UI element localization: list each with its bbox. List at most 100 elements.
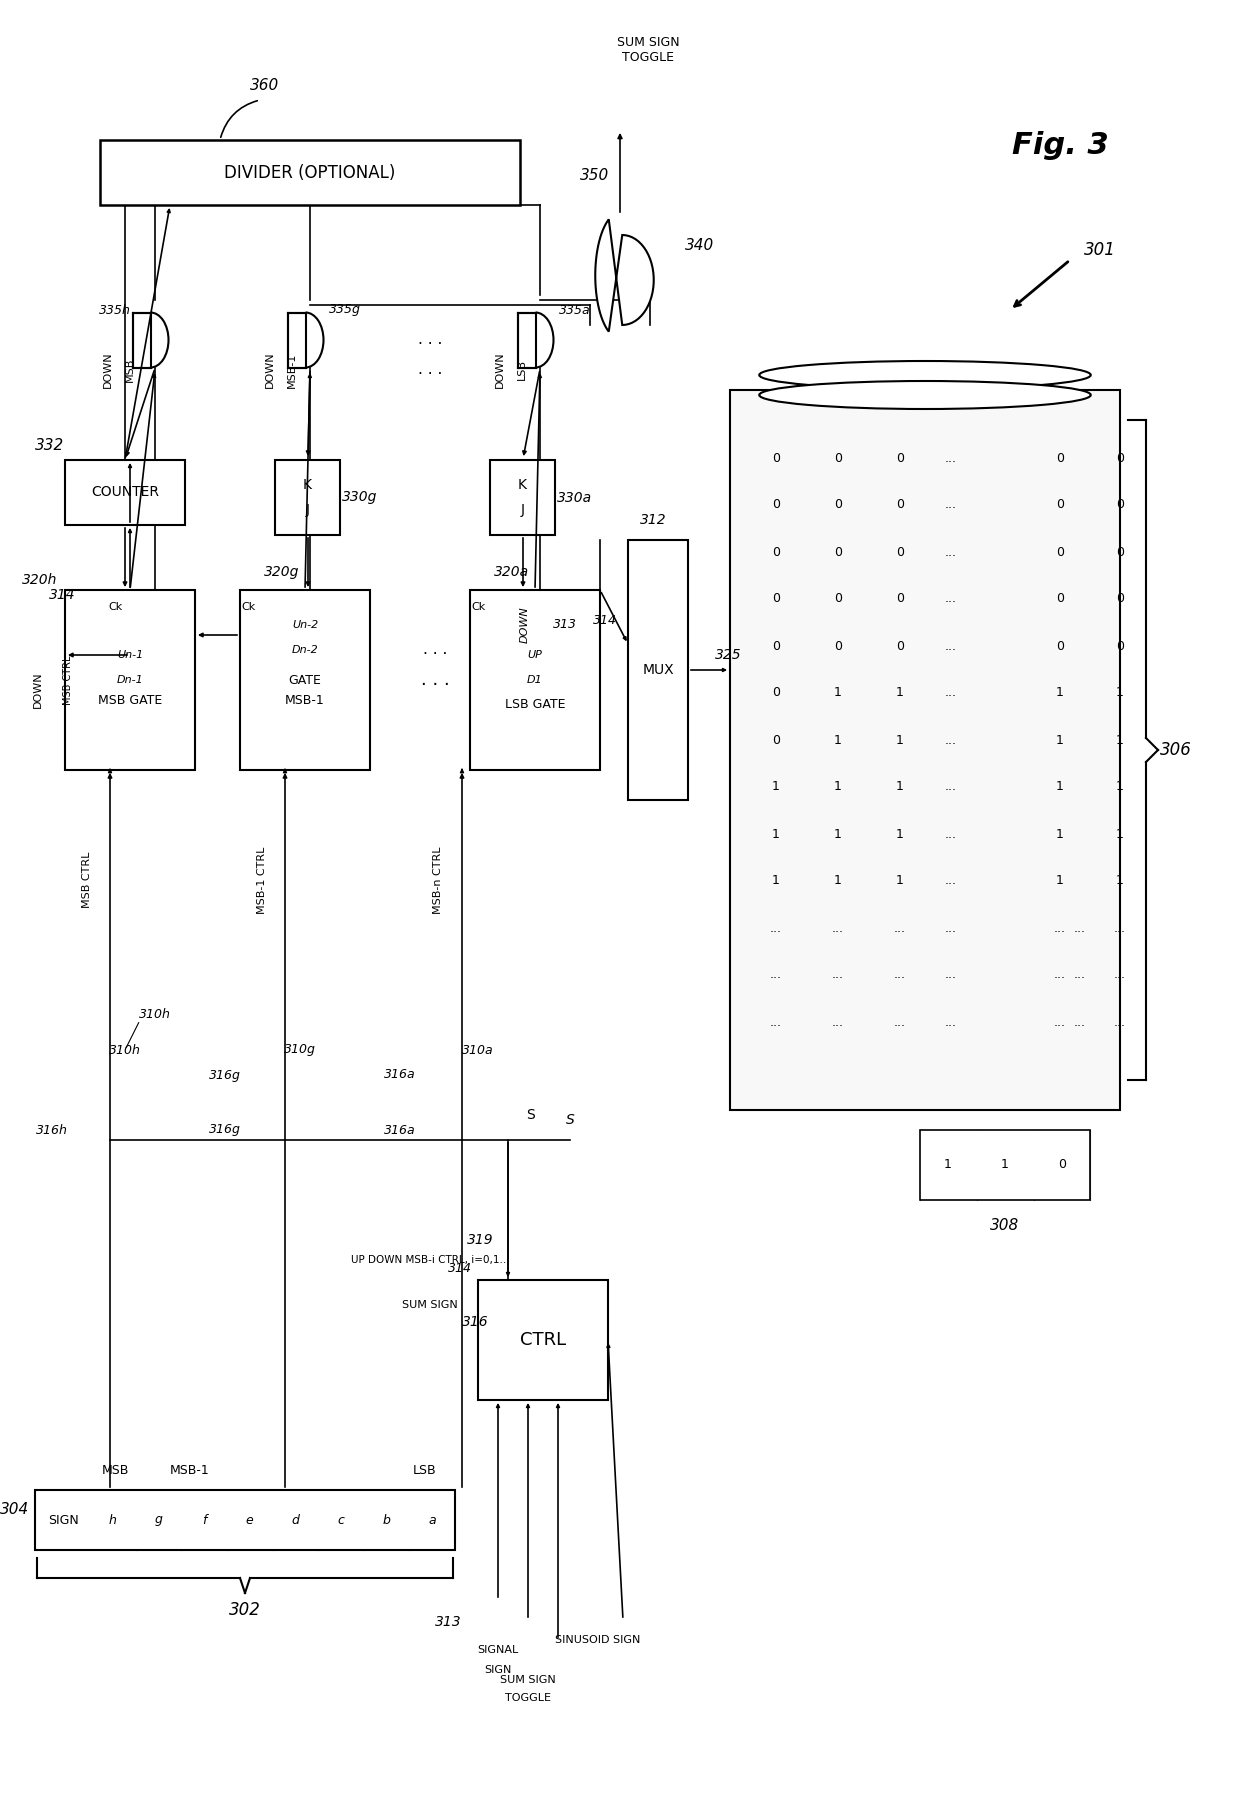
Text: Fig. 3: Fig. 3 — [1012, 130, 1109, 159]
Text: DOWN: DOWN — [33, 671, 43, 708]
Text: 0: 0 — [1058, 1159, 1066, 1171]
Text: MSB-n CTRL: MSB-n CTRL — [433, 847, 443, 913]
Text: SIGN: SIGN — [47, 1514, 78, 1527]
Text: a: a — [428, 1514, 436, 1527]
Text: 350: 350 — [580, 168, 610, 182]
Text: LSB GATE: LSB GATE — [505, 699, 565, 711]
Text: TOGGLE: TOGGLE — [505, 1693, 551, 1702]
Text: 1: 1 — [773, 874, 780, 888]
Text: h: h — [109, 1514, 117, 1527]
Text: ...: ... — [1074, 969, 1086, 982]
Text: 310h: 310h — [139, 1009, 171, 1022]
Text: 314: 314 — [593, 614, 618, 626]
Text: 1: 1 — [835, 874, 842, 888]
Bar — [730, 390, 1120, 1110]
Text: 310h: 310h — [109, 1043, 141, 1056]
Text: 0: 0 — [773, 498, 780, 511]
Text: ...: ... — [1114, 969, 1126, 982]
Text: b: b — [383, 1514, 391, 1527]
Bar — [517, 312, 536, 368]
Text: SIGNAL: SIGNAL — [477, 1644, 518, 1655]
Text: 306: 306 — [1161, 742, 1192, 758]
Text: 0: 0 — [897, 592, 904, 605]
Text: 332: 332 — [36, 437, 64, 453]
Text: . . .: . . . — [420, 671, 449, 690]
Text: 1: 1 — [773, 827, 780, 841]
Text: 335g: 335g — [329, 303, 361, 316]
Text: 0: 0 — [835, 498, 842, 511]
Text: 1: 1 — [1116, 733, 1123, 747]
Text: 316a: 316a — [384, 1123, 415, 1137]
Text: ...: ... — [1114, 922, 1126, 935]
Text: SINUSOID SIGN: SINUSOID SIGN — [556, 1635, 641, 1644]
Polygon shape — [595, 220, 653, 332]
Text: 302: 302 — [229, 1601, 260, 1619]
Text: Ck: Ck — [108, 603, 122, 612]
Text: DOWN: DOWN — [103, 352, 113, 388]
Text: 335a: 335a — [559, 303, 590, 316]
Text: 1: 1 — [897, 686, 904, 700]
Text: . . .: . . . — [418, 363, 443, 377]
Text: MSB: MSB — [102, 1464, 129, 1476]
Text: MSB-1: MSB-1 — [286, 352, 298, 388]
Text: 0: 0 — [1056, 592, 1064, 605]
Text: Dn-2: Dn-2 — [291, 644, 319, 655]
Text: 1: 1 — [773, 780, 780, 794]
Text: MSB-1: MSB-1 — [285, 693, 325, 706]
Text: S: S — [526, 1108, 534, 1123]
Text: 0: 0 — [1116, 498, 1123, 511]
Text: 0: 0 — [1116, 639, 1123, 652]
Text: 0: 0 — [1116, 545, 1123, 558]
Text: 1: 1 — [1116, 827, 1123, 841]
Bar — [241, 590, 370, 771]
Text: 360: 360 — [250, 78, 280, 92]
Text: S: S — [565, 1114, 574, 1126]
Ellipse shape — [759, 361, 1091, 390]
Text: d: d — [291, 1514, 299, 1527]
Text: ...: ... — [770, 1016, 782, 1029]
Text: UP DOWN MSB-i CTRL, i=0,1...: UP DOWN MSB-i CTRL, i=0,1... — [351, 1254, 510, 1265]
Bar — [627, 540, 688, 800]
Text: Ck: Ck — [471, 603, 485, 612]
Text: 0: 0 — [897, 545, 904, 558]
Text: 1: 1 — [835, 686, 842, 700]
Text: 1: 1 — [897, 874, 904, 888]
Text: ...: ... — [945, 498, 957, 511]
Text: ...: ... — [894, 1016, 906, 1029]
Text: 1: 1 — [1116, 874, 1123, 888]
Text: LSB: LSB — [413, 1464, 436, 1476]
Text: 1: 1 — [897, 780, 904, 794]
Text: 320h: 320h — [22, 572, 58, 587]
Text: ...: ... — [945, 1016, 957, 1029]
Text: ...: ... — [1054, 1016, 1066, 1029]
Text: 1: 1 — [835, 827, 842, 841]
Text: MSB CTRL: MSB CTRL — [63, 655, 73, 704]
Text: ...: ... — [1074, 922, 1086, 935]
Text: K: K — [303, 478, 312, 491]
Text: 0: 0 — [773, 592, 780, 605]
Text: Dn-1: Dn-1 — [117, 675, 144, 686]
Text: g: g — [155, 1514, 162, 1527]
Text: 320a: 320a — [495, 565, 529, 579]
Text: SIGN: SIGN — [485, 1664, 512, 1675]
Text: 320g: 320g — [264, 565, 300, 579]
Text: 313: 313 — [435, 1615, 461, 1628]
Text: ...: ... — [945, 874, 957, 888]
Text: 1: 1 — [1056, 780, 1064, 794]
Text: 1: 1 — [1116, 686, 1123, 700]
Text: 1: 1 — [897, 733, 904, 747]
Bar — [920, 1130, 1090, 1200]
Ellipse shape — [759, 381, 1091, 410]
Text: 310g: 310g — [284, 1043, 316, 1056]
Text: 335h: 335h — [99, 303, 131, 316]
Text: ...: ... — [894, 969, 906, 982]
Text: ...: ... — [832, 969, 844, 982]
Text: 316a: 316a — [384, 1069, 415, 1081]
Text: D1: D1 — [527, 675, 543, 686]
Text: 0: 0 — [773, 686, 780, 700]
Text: f: f — [202, 1514, 206, 1527]
Text: 1: 1 — [835, 780, 842, 794]
Text: 314: 314 — [48, 588, 76, 603]
Text: 0: 0 — [773, 451, 780, 464]
Text: 0: 0 — [1056, 498, 1064, 511]
